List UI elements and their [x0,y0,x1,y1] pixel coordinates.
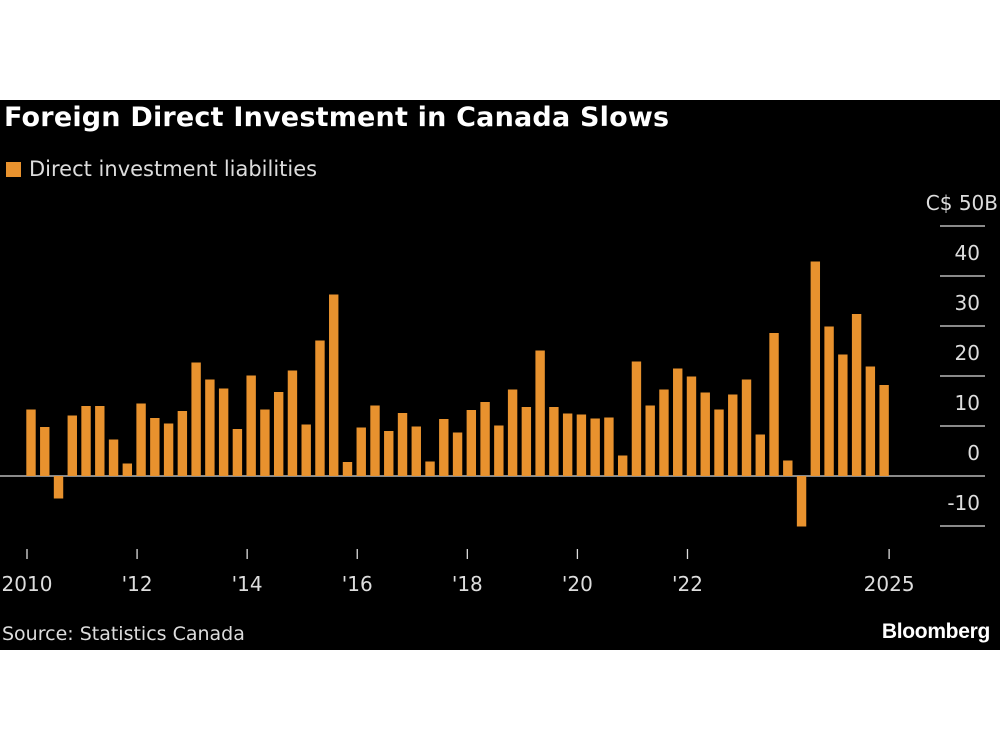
bar-2017-q2 [425,461,435,476]
y-tick-label: 10 [955,391,980,415]
bar-2024-q1 [796,476,807,527]
bar-2020-q4 [617,455,628,476]
bar-2021-q2 [645,405,655,476]
x-tick-label: '12 [122,572,153,596]
bar-2025-q2 [865,366,876,476]
y-tick-label: 30 [955,291,980,315]
bar-2016-q3 [384,431,394,476]
bar-2011-q1 [81,406,91,476]
bar-2012-q2 [150,418,160,476]
bar-2015-q2 [315,340,325,476]
bar-2013-q3 [218,388,229,476]
bar-2015-q4 [342,462,353,476]
bar-2010-q1 [26,409,36,476]
bar-2014-q3 [273,392,284,476]
x-tick-label: '22 [672,572,703,596]
bar-2022-q1 [686,376,697,476]
bar-2017-q3 [439,419,449,476]
legend-swatch [6,161,21,177]
bar-2018-q4 [507,389,518,476]
bar-2023-q4 [783,460,793,476]
bar-2016-q4 [397,413,408,476]
bar-2010-q2 [40,427,50,476]
bar-2025-q1 [851,314,862,476]
bar-2016-q1 [356,427,366,476]
bar-2014-q2 [260,409,270,476]
bar-2024-q4 [838,354,848,476]
bar-2015-q1 [301,424,311,476]
bar-2022-q3 [714,409,724,476]
bar-2021-q1 [631,361,642,476]
y-tick-label: 20 [955,341,980,365]
bar-2019-q1 [521,407,532,476]
x-tick-label: '14 [232,572,263,596]
bar-2023-q1 [741,379,752,476]
x-tick-label: '20 [562,572,593,596]
bar-2013-q4 [232,429,243,476]
bar-2018-q1 [466,410,477,476]
x-tick-label: '16 [342,572,373,596]
bar-2018-q2 [480,402,490,476]
bar-2012-q1 [136,403,146,476]
bar-2013-q2 [205,379,215,476]
legend-label: Direct investment liabilities [29,157,318,181]
bar-2019-q4 [562,413,573,476]
y-tick-label: 40 [955,241,980,265]
x-tick-label: 2025 [864,572,915,596]
bar-2011-q2 [95,406,105,476]
chart-title: Foreign Direct Investment in Canada Slow… [4,102,670,133]
bar-2016-q2 [370,405,380,476]
bar-2012-q4 [177,411,188,476]
y-tick-label: C$ 50B [926,191,998,215]
bar-2011-q3 [108,439,119,476]
bar-2025-q3 [879,385,889,476]
bar-2011-q4 [122,463,133,476]
bar-2022-q2 [700,392,710,476]
source-note: Source: Statistics Canada [2,623,245,645]
bar-2024-q2 [810,261,821,476]
x-tick-label: '18 [452,572,483,596]
bar-2020-q3 [604,417,614,476]
bar-2017-q1 [411,426,421,476]
y-tick-label: -10 [947,491,980,515]
bar-2013-q1 [191,362,201,476]
bloomberg-logo: Bloomberg [881,620,990,643]
legend: Direct investment liabilities [6,157,317,181]
bar-2018-q3 [494,425,504,476]
bar-2017-q4 [452,432,463,476]
bar-2019-q3 [549,407,559,476]
bar-2020-q1 [576,414,587,476]
bar-2021-q3 [659,389,669,476]
bar-2010-q4 [67,415,77,476]
bar-2023-q2 [755,434,765,476]
x-tick-label: 2010 [2,572,53,596]
bar-2021-q4 [673,368,683,476]
y-tick-label: 0 [967,441,980,465]
bar-2010-q3 [53,476,64,499]
bar-2014-q4 [287,370,298,476]
bar-2015-q3 [329,294,339,476]
bar-2023-q3 [769,333,779,476]
bar-2024-q3 [824,326,834,476]
bar-2014-q1 [246,375,256,476]
bar-2020-q2 [590,418,600,476]
bar-2019-q2 [535,350,545,476]
bar-2012-q3 [163,423,174,476]
bar-2022-q4 [728,394,738,476]
